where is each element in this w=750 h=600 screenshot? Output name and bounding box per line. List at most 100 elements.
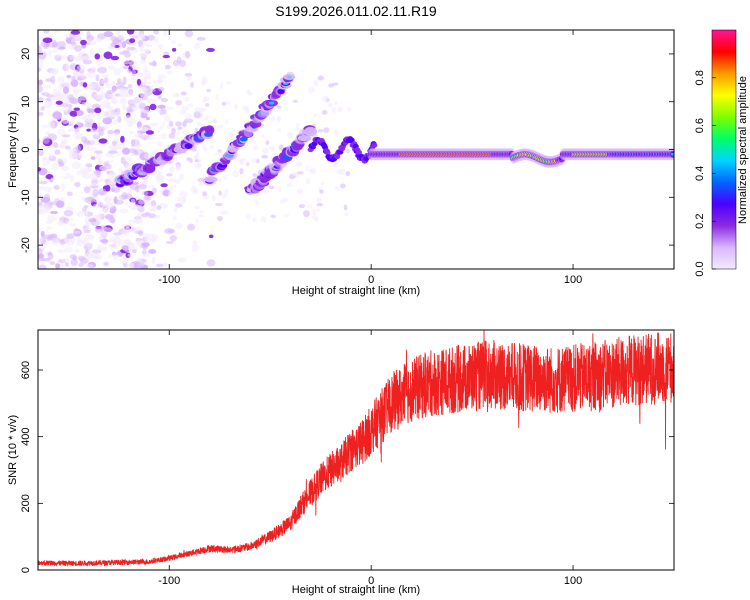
spectrogram-cell [38,227,42,233]
spectrogram-cell [107,64,115,71]
spectrogram-cell [84,233,95,241]
spectrogram-cell [49,152,55,159]
spectrogram-cell [40,196,51,203]
spectrogram-cell [175,99,183,106]
spectrogram-cell [219,210,229,215]
spectrogram-cell [77,51,83,60]
spectrogram-cell [136,78,142,86]
spectrogram-cell [85,163,93,168]
spectrogram-cell [174,203,183,208]
spectrogram-cell [43,42,49,48]
spectrogram-cell [141,81,146,87]
spectrogram-cell [89,172,98,181]
spectrogram-cell [343,204,348,211]
spectrogram-cell [38,186,46,191]
spectrogram-cell [177,42,183,48]
spectrogram-cell [38,237,43,243]
spectrogram-cell [174,167,181,171]
spectrogram-cell [128,88,134,96]
spectrogram-cell [182,120,187,128]
spectrogram-cell [181,129,191,136]
spectrogram-cell [63,217,69,224]
spectrogram-cell [131,64,139,71]
spectrogram-cell [139,45,145,53]
spectrogram-cell [88,40,97,45]
spectrogram-cell [72,121,80,126]
colorbar-gradient [711,29,737,270]
spectrogram-cell [90,156,96,160]
spectrogram-cell [110,42,117,48]
spectrogram-cell [319,189,324,194]
spectrogram-cell [70,258,78,267]
spectrogram-cell [38,67,42,72]
spectrogram-cell [74,132,80,140]
spectrogram-cell [112,236,123,245]
spectrogram-cell [152,60,157,67]
spectrogram-cell [60,139,68,144]
spectrogram-cell [51,166,60,170]
spectrogram-cell [91,66,97,71]
spectrogram-cell [129,38,136,44]
x-tick-label: 100 [564,575,582,587]
colorbar-tick-label: 0.8 [694,70,706,85]
snr-series-line [38,330,674,567]
spectrogram-cell [206,259,216,267]
spectrogram-cell [113,232,122,236]
spectrogram-cell [249,136,256,143]
snr-panel: -100 0 100 0 200 400 600 Height of straight li… [7,329,675,596]
spectrogram-cell [38,166,42,172]
spectrogram-cell [253,145,258,151]
spectrogram-cell [53,185,60,190]
spectrogram-cell [245,213,252,220]
spectrogram-cell [74,248,80,253]
spectrogram-cell [185,50,191,59]
spectrogram-cell [45,78,53,83]
spectrogram-cell [86,264,94,269]
y-tick-label: 400 [20,427,32,445]
spectrogram-cell [50,43,55,48]
spectrogram-cell [154,215,161,219]
spectrogram-cell [105,214,114,220]
spectrogram-cell [114,93,120,97]
spectrogram-cell [61,134,71,138]
spectrogram-cell [97,188,108,196]
spectrogram-cell [38,138,41,145]
spectrogram-cell [124,140,130,145]
spectrogram-cell [278,144,284,151]
spectrogram-cell [66,191,73,196]
spectrogram-cell [42,37,53,43]
spectrogram-cell [193,154,198,161]
spectrogram-cell [158,164,165,169]
spectrogram-cell [185,113,192,119]
spectrogram-cell [322,95,329,103]
spectrogram-cell [168,133,176,139]
spectrogram-cell [129,182,139,191]
snr-axes: -100 0 100 0 200 400 600 [20,330,674,587]
spectrogram-cell [122,76,127,85]
spectrogram-cell [95,152,102,160]
spectrogram-cell [126,30,135,35]
spectrogram-cell [38,247,43,255]
spectrogram-cell [135,216,141,223]
spectrogram-cell [88,147,98,151]
spectrogram-cell [109,208,116,214]
spectrogram-cell [177,126,183,130]
spectrogram-cell [162,262,169,267]
spectrogram-cell [61,117,69,125]
spectrogram-cell [73,69,79,77]
spectrogram-cell [247,92,253,96]
spectrogram-cell [186,75,191,82]
spectrogram-cell [74,127,80,134]
spectrogram-cell [38,111,44,117]
spectrogram-cell [320,181,324,186]
spectrogram-cell [298,204,306,209]
spectrogram-cell [168,120,174,127]
spectrogram-cell [108,254,113,259]
spectrogram-cell [90,82,100,91]
spectrogram-cell [118,208,129,214]
spectrogram-cell [128,219,134,228]
spectrogram-cell [50,177,56,182]
spectrogram-cell [146,34,156,41]
spectrogram-cell [208,234,214,239]
spectrogram-cell [122,262,128,268]
